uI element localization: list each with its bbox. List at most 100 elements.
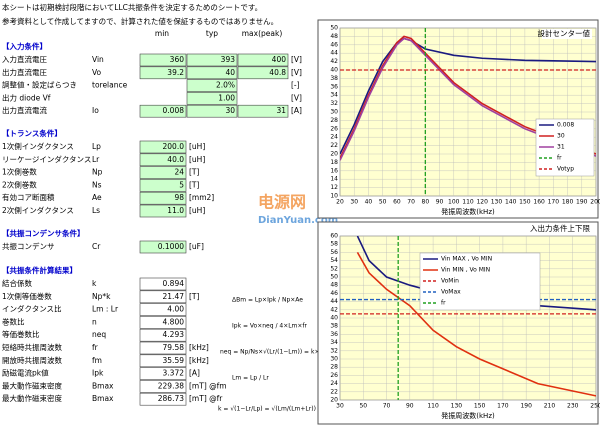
y-tick-label: 48 xyxy=(330,33,338,40)
row-label: リーケージインダクタンス xyxy=(2,154,91,164)
cell-value: 4.293 xyxy=(163,330,185,339)
y-tick-label: 38 xyxy=(330,323,338,330)
y-tick-label: 32 xyxy=(330,347,338,354)
y-tick-label: 56 xyxy=(330,249,338,256)
x-tick-label: 80 xyxy=(422,199,430,206)
y-tick-label: 48 xyxy=(330,282,338,289)
row-label: 結合係数 xyxy=(2,278,32,288)
cell xyxy=(139,153,187,167)
y-tick-label: 44 xyxy=(330,298,338,305)
legend-label: fr xyxy=(557,155,562,162)
legend-label: VoMax xyxy=(441,289,461,296)
symbol: n xyxy=(92,317,97,326)
y-tick-label: 10 xyxy=(330,193,338,200)
cell-value: 393 xyxy=(221,55,236,64)
legend-label: Vin MAX , Vo MIN xyxy=(441,256,492,263)
series-line xyxy=(340,35,596,159)
section-title: 【共振コンデンサ条件】 xyxy=(2,228,85,238)
cell-value: 5 xyxy=(179,180,184,189)
row-label: 入力直流電圧 xyxy=(2,54,47,64)
chart-title: 入出力条件上下限 xyxy=(530,223,590,233)
x-tick-label: 100 xyxy=(448,199,460,206)
x-tick-label: 200 xyxy=(590,199,600,206)
legend-box xyxy=(419,252,541,311)
row-label: 出力直流電流 xyxy=(2,105,47,115)
x-tick-label: 230 xyxy=(567,403,579,410)
x-tick-label: 140 xyxy=(505,199,517,206)
x-tick-label: 250 xyxy=(590,403,600,410)
unit: [uF] xyxy=(189,242,204,251)
cell xyxy=(186,66,238,80)
symbol: Bmax xyxy=(92,394,114,403)
row-label: インダクタンス比 xyxy=(2,304,62,314)
cell-value: 11.0 xyxy=(167,206,184,215)
x-axis-label: 発振周波数(kHz) xyxy=(441,411,495,420)
unit: [kHz] xyxy=(189,356,209,365)
cell xyxy=(139,392,187,406)
cell-value: 0.008 xyxy=(163,106,185,115)
legend-label: 0.008 xyxy=(557,122,574,129)
row-label: 1次側巻数 xyxy=(2,167,37,177)
row-label: 最大動作磁束密度 xyxy=(2,393,62,403)
cell xyxy=(237,53,289,67)
x-tick-label: 60 xyxy=(393,199,401,206)
unit: [uH] xyxy=(189,142,205,151)
y-tick-label: 20 xyxy=(330,151,338,158)
row-label: 2次側巻数 xyxy=(2,179,37,189)
y-tick-label: 30 xyxy=(330,356,338,363)
x-tick-label: 150 xyxy=(474,403,486,410)
x-tick-label: 150 xyxy=(519,199,531,206)
cell-value: 30 xyxy=(225,106,235,115)
symbol: Np*k xyxy=(92,292,111,301)
legend-label: 30 xyxy=(557,133,565,140)
y-tick-label: 26 xyxy=(330,125,338,132)
y-tick-label: 24 xyxy=(330,380,338,387)
x-tick-label: 70 xyxy=(383,403,391,410)
cell-value: 1.00 xyxy=(218,93,235,102)
cell-value: 39.2 xyxy=(167,68,184,77)
cell xyxy=(186,79,238,92)
y-tick-label: 44 xyxy=(330,50,338,57)
y-tick-label: 22 xyxy=(330,388,338,395)
cell-value: 21.47 xyxy=(163,292,185,301)
symbol: torelance xyxy=(92,81,128,90)
cell xyxy=(139,104,187,118)
formula: ΔBm = Lp×Ipk / Np×Ae xyxy=(232,297,303,304)
y-tick-label: 14 xyxy=(330,176,338,183)
chart-title-box xyxy=(530,224,592,234)
y-tick-label: 16 xyxy=(330,167,338,174)
cell-value: 360 xyxy=(170,55,185,64)
unit: [uH] xyxy=(189,155,205,164)
row-label: 2次側インダクタンス xyxy=(2,205,74,215)
row-label: 有効コア断面積 xyxy=(2,192,55,202)
row-label: 出力直流電圧 xyxy=(2,67,47,77)
cell-value: 40 xyxy=(225,68,235,77)
col-header: max(peak) xyxy=(242,29,283,38)
y-tick-label: 32 xyxy=(330,100,338,107)
cell-value: 2.0% xyxy=(216,81,235,90)
symbol: Bmax xyxy=(92,381,114,390)
symbol: Lr xyxy=(92,155,100,164)
cell xyxy=(139,166,187,179)
row-label: 短絡時共振周波数 xyxy=(2,342,62,352)
symbol: neq xyxy=(92,330,106,339)
formula: Ipk = Vo×neq / 4×Lm×fr xyxy=(232,323,308,330)
col-header: typ xyxy=(206,29,218,38)
cell xyxy=(186,92,238,105)
legend-label: Votyp xyxy=(557,166,574,173)
row-label: 共振コンデンサ xyxy=(2,241,55,251)
x-tick-label: 30 xyxy=(336,403,344,410)
y-tick-label: 36 xyxy=(330,83,338,90)
symbol: fr xyxy=(92,343,99,352)
y-tick-label: 40 xyxy=(330,67,338,74)
symbol: Ae xyxy=(92,193,102,202)
cell-value: 0.894 xyxy=(163,279,185,288)
formula: Lm = Lp / Lr xyxy=(232,375,269,382)
symbol: Lm : Lr xyxy=(92,305,119,314)
series-line xyxy=(356,252,596,397)
legend-label: fr xyxy=(441,300,446,307)
cell xyxy=(139,354,187,368)
unit: [-] xyxy=(291,81,300,90)
y-tick-label: 58 xyxy=(330,241,338,248)
symbol: Cr xyxy=(92,242,101,251)
